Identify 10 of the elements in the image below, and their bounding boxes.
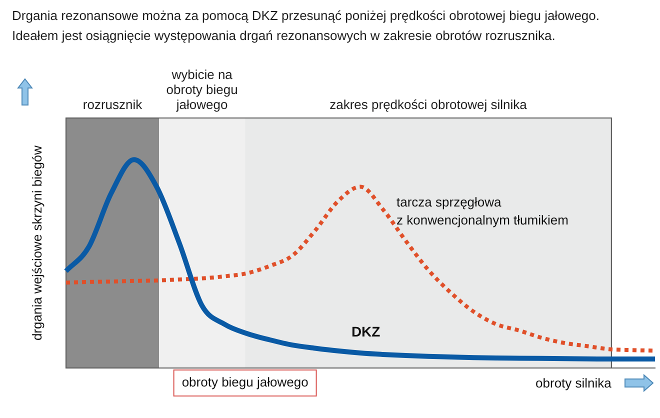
x-axis-title: obroty silnika — [536, 376, 612, 391]
series-label: tarcza sprzęgłowa z konwencjonalnym tłumikiem — [396, 194, 568, 228]
series-label: DKZ — [351, 323, 381, 340]
text: wybicie na obroty biegu jałowego — [166, 67, 238, 112]
text: obroty biegu jałowego — [182, 374, 308, 390]
y-axis-title: drgania wejściowe skrzyni biegów — [30, 144, 45, 341]
chart-subtitle: Ideałem jest osiągnięcie występowania drgań rezonansowych w zakresie obrotów rozrusznika. — [12, 28, 556, 43]
text: zakres prędkości obrotowej silnika — [330, 97, 528, 112]
chart-title: Drgania rezonansowe można za pomocą DKZ przesunąć poniżej prędkości obrotowej biegu jałowego. — [12, 8, 600, 23]
text: rozrusznik — [82, 97, 143, 112]
